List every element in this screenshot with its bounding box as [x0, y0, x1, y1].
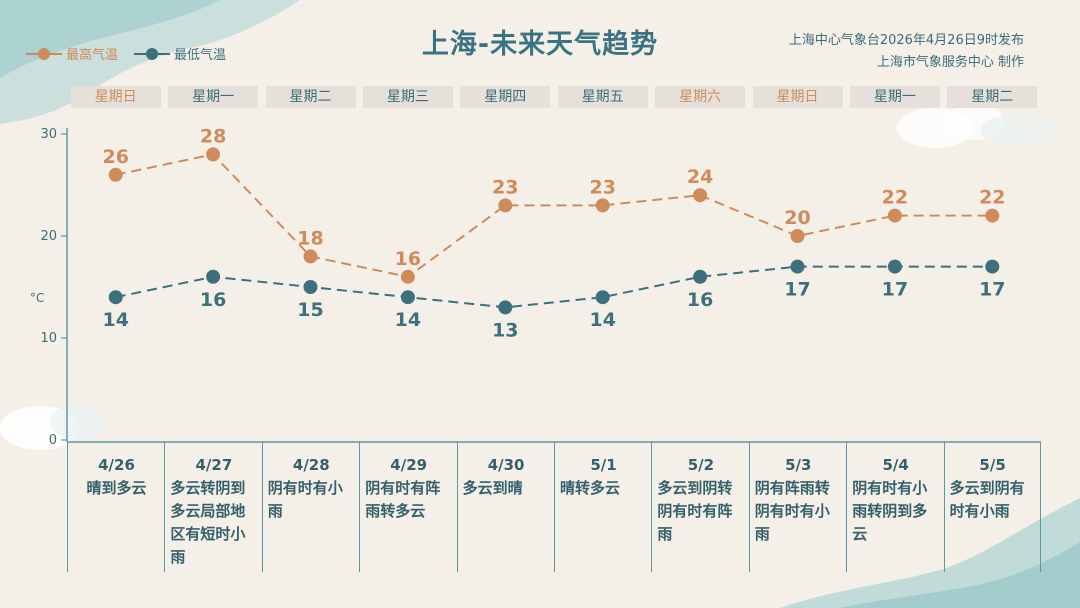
- max-temp-label: 24: [687, 166, 713, 188]
- min-temp-label: 17: [979, 279, 1005, 301]
- weekday-label: 星期二: [947, 86, 1038, 108]
- weekday-label: 星期一: [168, 86, 259, 108]
- weekday-label: 星期一: [849, 86, 940, 108]
- min-temp-point: [206, 269, 221, 284]
- weekday-label: 星期日: [70, 86, 161, 108]
- min-temp-point: [400, 290, 415, 305]
- max-temp-point: [595, 198, 610, 213]
- legend-max-label: 最高气温: [66, 48, 119, 63]
- max-temp-point: [108, 167, 123, 182]
- max-temp-label: 18: [297, 227, 323, 249]
- max-temp-label: 26: [102, 146, 128, 168]
- weather-description: 晴转多云: [560, 479, 621, 497]
- forecast-date: 4/29: [390, 456, 428, 474]
- max-temp-point: [400, 269, 415, 284]
- forecast-date: 4/28: [292, 456, 330, 474]
- min-temp-point: [108, 290, 123, 305]
- legend-min-marker-icon: [134, 47, 171, 61]
- max-temp-point: [887, 208, 902, 223]
- weekday-label: 星期三: [362, 86, 453, 108]
- weather-description: 多云转阴到多云局部地区有短时小雨: [170, 479, 246, 566]
- forecast-date: 5/4: [882, 456, 909, 474]
- forecast-day-cell: 4/30 多云到晴: [456, 442, 554, 572]
- forecast-day-cell: 4/27 多云转阴到多云局部地区有短时小雨: [164, 442, 261, 572]
- forecast-date: 5/2: [687, 456, 715, 474]
- max-temp-point: [303, 249, 318, 264]
- weekday-label: 星期日: [752, 86, 843, 108]
- min-temp-point: [887, 259, 902, 274]
- y-tick-label: 30: [40, 127, 57, 142]
- y-tick-label: 20: [40, 229, 57, 244]
- chart-legend: 最高气温 最低气温: [26, 44, 226, 63]
- min-temp-label: 14: [102, 309, 128, 331]
- max-temp-label: 22: [979, 187, 1005, 209]
- max-temp-label: 28: [200, 125, 226, 147]
- forecast-day-cell: 5/4 阴有时有小雨转阴到多云: [846, 442, 943, 572]
- min-temp-point: [985, 259, 1000, 274]
- weather-description: 多云到阴有时有小雨: [949, 479, 1025, 520]
- min-temp-label: 13: [492, 319, 518, 341]
- legend-min-label: 最低气温: [174, 48, 227, 63]
- weather-description: 晴到多云: [86, 479, 147, 497]
- min-temp-label: 17: [784, 279, 810, 301]
- max-temp-label: 16: [395, 248, 421, 270]
- forecast-date: 4/27: [195, 456, 233, 474]
- weather-description: 阴有时有小雨转阴到多云: [852, 479, 928, 543]
- min-temp-label: 17: [882, 279, 908, 301]
- weather-description: 多云到晴: [462, 479, 523, 497]
- min-temp-line: [115, 265, 993, 309]
- forecast-day-cell: 5/1 晴转多云: [554, 442, 651, 572]
- forecast-date: 4/26: [98, 456, 135, 474]
- max-temp-label: 22: [882, 187, 908, 209]
- min-temp-label: 16: [687, 289, 713, 311]
- forecast-day-cell: 4/28 阴有时有小雨: [261, 442, 359, 572]
- max-temp-point: [498, 198, 513, 213]
- legend-min-temp: 最低气温: [134, 44, 226, 63]
- min-temp-point: [790, 259, 805, 274]
- publisher-line-1: 上海中心气象台2026年4月26日9时发布: [788, 33, 1024, 48]
- max-temp-label: 20: [784, 207, 810, 229]
- forecast-date: 4/30: [487, 456, 525, 474]
- max-temp-label: 23: [492, 176, 518, 198]
- min-temp-point: [693, 269, 708, 284]
- min-temp-label: 14: [589, 309, 615, 331]
- forecast-day-cell: 5/5 多云到阴有时有小雨: [943, 442, 1041, 572]
- max-temp-point: [985, 208, 1000, 223]
- min-temp-point: [498, 300, 513, 315]
- forecast-day-cell: 5/3 阴有阵雨转阴有时有小雨: [748, 442, 846, 572]
- forecast-date: 5/5: [979, 456, 1006, 474]
- legend-max-temp: 最高气温: [26, 44, 118, 63]
- y-axis-unit-label: °C: [30, 291, 44, 305]
- min-temp-point: [303, 280, 318, 294]
- min-temp-point: [595, 290, 610, 305]
- y-tick-label: 0: [49, 433, 57, 448]
- forecast-day-cell: 4/29 阴有时有阵雨转多云: [359, 442, 456, 572]
- min-temp-label: 15: [297, 299, 323, 321]
- legend-max-marker-icon: [26, 47, 62, 61]
- publisher-info: 上海中心气象台2026年4月26日9时发布 上海市气象服务中心 制作: [789, 30, 1024, 74]
- weekday-label: 星期六: [655, 86, 746, 108]
- forecast-day-cell: 4/26 晴到多云: [67, 442, 164, 572]
- min-temp-label: 14: [395, 309, 421, 331]
- max-temp-point: [206, 147, 221, 162]
- page-title: 上海-未来天气趋势: [421, 29, 659, 60]
- max-temp-line: [115, 153, 993, 278]
- forecast-day-cell: 5/2 多云到阴转阴有时有阵雨: [651, 442, 748, 572]
- max-temp-point: [693, 188, 708, 203]
- publisher-line-2: 上海市气象服务中心 制作: [876, 55, 1024, 70]
- weather-description: 阴有时有阵雨转多云: [365, 479, 441, 520]
- min-temp-label: 16: [200, 289, 226, 311]
- weather-description: 阴有时有小雨: [267, 479, 343, 520]
- weekday-label: 星期五: [557, 86, 648, 108]
- forecast-date: 5/1: [590, 456, 617, 474]
- max-temp-label: 23: [589, 176, 615, 198]
- max-temp-point: [790, 229, 805, 243]
- weather-description: 多云到阴转阴有时有阵雨: [657, 479, 733, 543]
- y-tick-label: 10: [40, 331, 57, 346]
- forecast-date: 5/3: [785, 456, 812, 474]
- weather-description: 阴有阵雨转阴有时有小雨: [754, 479, 830, 543]
- weekday-label: 星期二: [265, 86, 356, 108]
- weekday-label: 星期四: [460, 86, 551, 108]
